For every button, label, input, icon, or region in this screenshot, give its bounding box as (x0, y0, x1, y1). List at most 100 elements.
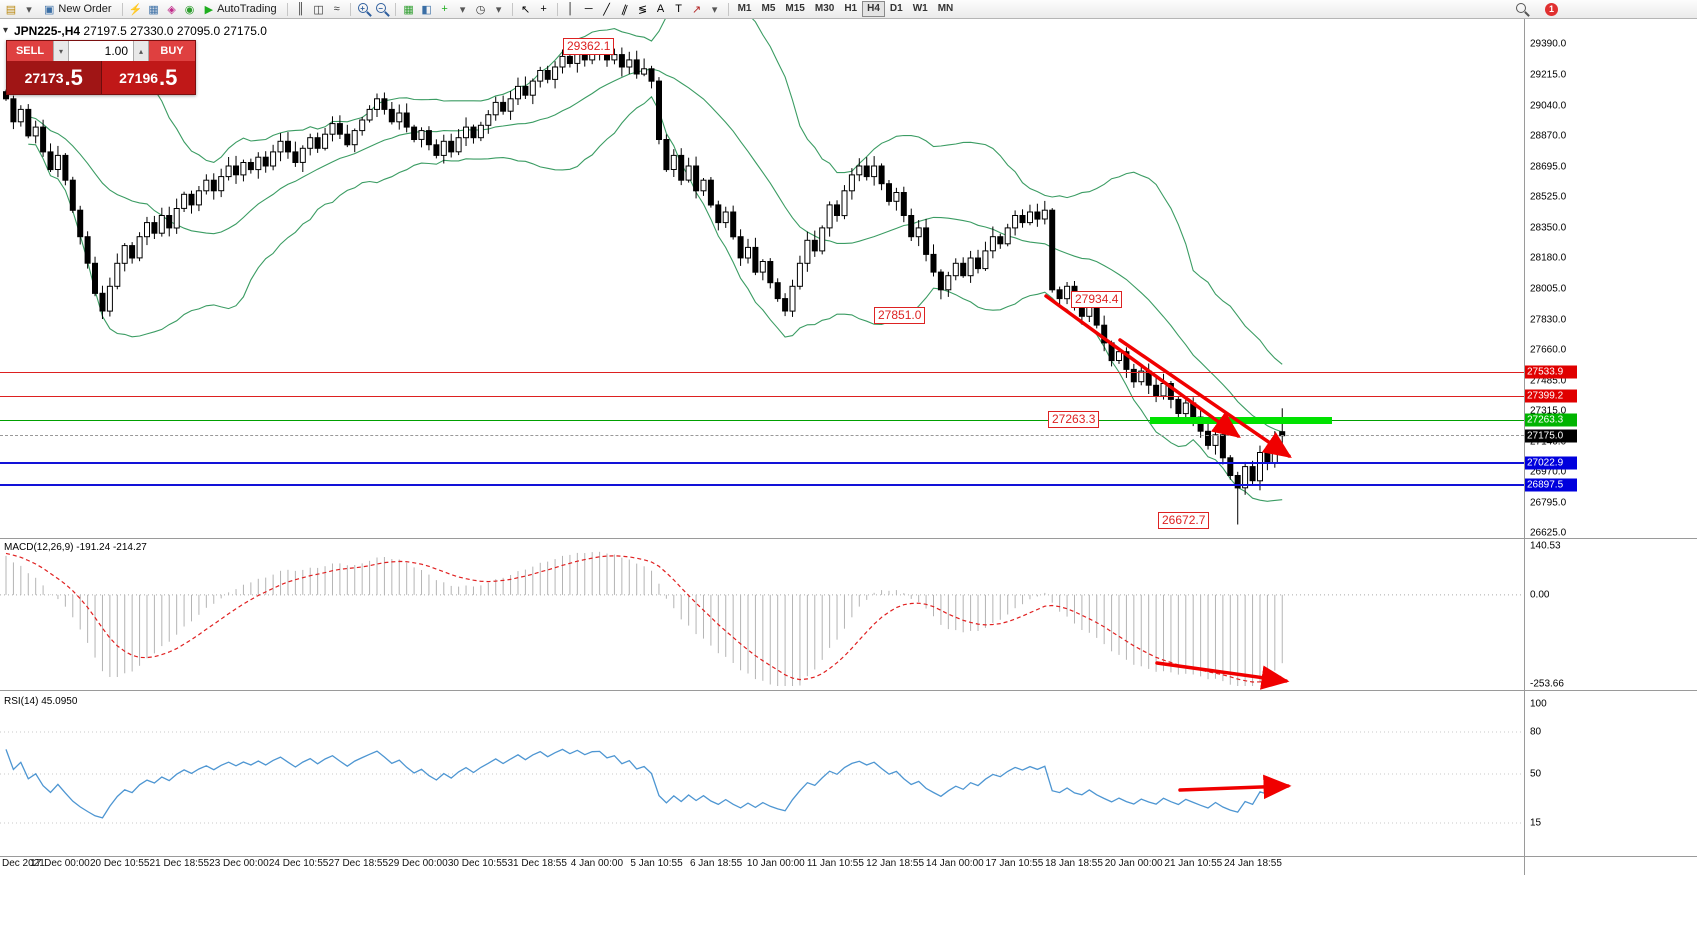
time-axis-label: 21 Jan 10:55 (1164, 858, 1223, 869)
horizontal-level-line[interactable] (0, 395, 1524, 397)
periods-caret-icon[interactable]: ▾ (495, 3, 502, 16)
time-axis-label: 24 Dec 10:55 (268, 858, 329, 869)
periods-icon[interactable]: ◷ (475, 3, 486, 16)
trend-arrow[interactable] (1178, 774, 1292, 800)
volume-input[interactable]: 1.00 (69, 41, 133, 61)
new-chart-icon[interactable]: ▤ (5, 3, 17, 16)
vertical-line-icon[interactable]: │ (567, 3, 575, 15)
time-axis-label: 14 Jan 00:00 (925, 858, 984, 869)
time-axis-label: 17 Jan 10:55 (985, 858, 1044, 869)
horizontal-level-line[interactable] (0, 435, 1524, 437)
price-axis-label: 28005.0 (1530, 283, 1567, 295)
price-axis-separator (1524, 18, 1525, 875)
text-icon[interactable]: A (656, 3, 665, 15)
trend-arrow[interactable] (1155, 661, 1290, 690)
arrows-icon[interactable]: ↗ (691, 3, 702, 16)
price-axis-label: 29040.0 (1530, 100, 1567, 112)
timeframe-d1[interactable]: D1 (889, 3, 903, 14)
rsi-axis-label: 100 (1530, 698, 1547, 710)
macd-signal-line (5, 552, 1283, 683)
indicators-caret-icon[interactable]: ▾ (459, 3, 466, 16)
timeframe-mn[interactable]: MN (937, 3, 954, 14)
fibonacci-icon[interactable]: ≶ (637, 3, 648, 16)
bar-chart-icon[interactable]: ║ (296, 3, 305, 15)
data-window-icon[interactable]: ▦ (148, 3, 159, 16)
market-watch-icon[interactable]: ⚡ (128, 3, 143, 16)
price-axis-label: 29390.0 (1530, 38, 1567, 50)
panel-divider[interactable] (0, 690, 1697, 691)
panel-divider[interactable] (0, 538, 1697, 539)
tile-windows-icon[interactable]: ▦ (403, 3, 414, 16)
trendline-icon[interactable]: ╱ (603, 3, 610, 16)
time-axis-label: 21 Dec 18:55 (149, 858, 210, 869)
horizontal-level-line[interactable] (0, 461, 1524, 464)
timeframe-m30[interactable]: M30 (814, 3, 835, 14)
autotrading-label: AutoTrading (217, 3, 277, 15)
horizontal-level-line[interactable] (0, 419, 1524, 421)
new-chart-caret-icon[interactable]: ▾ (26, 3, 32, 16)
search-icon[interactable] (1514, 1, 1530, 17)
line-chart-icon[interactable]: ≈ (333, 3, 340, 15)
bid-price-main: 27173 (24, 69, 64, 86)
price-tag: 27399.2 (1525, 389, 1577, 403)
new-order-label: New Order (58, 3, 112, 15)
navigator-icon[interactable]: ◈ (167, 3, 176, 16)
price-callout[interactable]: 27851.0 (874, 307, 926, 324)
macd-panel-canvas[interactable] (0, 540, 1524, 690)
text-label-icon[interactable]: T (675, 3, 682, 15)
cursor-icon[interactable]: ↖ (520, 3, 531, 16)
one-click-trading-panel: SELL ▾ 1.00 ▴ BUY 27173 .5 27196 .5 (6, 40, 196, 95)
objects-caret-icon[interactable]: ▾ (711, 3, 718, 16)
crosshair-icon[interactable]: + (540, 3, 547, 15)
timeframe-m1[interactable]: M1 (737, 3, 752, 14)
price-callout[interactable]: 26672.7 (1158, 512, 1210, 529)
timeframe-h4[interactable]: H4 (862, 1, 885, 17)
price-axis-label: 27315.0 (1530, 405, 1567, 417)
autotrading-play-icon: ▶ (204, 3, 214, 16)
zoom-in-icon[interactable]: + (356, 1, 372, 17)
timeframe-m15[interactable]: M15 (785, 3, 805, 14)
one-click-collapse-icon[interactable]: ▾ (3, 25, 9, 36)
price-tag: 27533.9 (1525, 365, 1577, 379)
ask-price[interactable]: 27196 .5 (101, 61, 195, 94)
zoom-out-icon[interactable]: − (374, 1, 390, 17)
toolbar-items: ▤ ▾ ▣ New Order ⚡ ▦ ◈ ◉ ▶ AutoTrading ║ ◫ ≈ + − ▦ ◧ + ▾ ◷ ▾ ↖… (0, 0, 958, 18)
timeframe-h1[interactable]: H1 (844, 3, 858, 14)
panel-divider[interactable] (0, 856, 1697, 857)
price-callout[interactable]: 29362.1 (563, 38, 615, 55)
volume-up-button[interactable]: ▴ (133, 41, 149, 61)
time-axis-label: 20 Jan 00:00 (1104, 858, 1163, 869)
price-axis-label: 27830.0 (1530, 314, 1567, 326)
candlestick-chart-icon[interactable]: ◫ (313, 3, 324, 16)
price-axis-label: 27660.0 (1530, 344, 1567, 356)
price-callout[interactable]: 27934.4 (1071, 291, 1123, 308)
indicators-icon[interactable]: + (441, 3, 448, 15)
new-order-button[interactable]: ▣ New Order (38, 1, 118, 17)
terminal-icon[interactable]: ◉ (184, 3, 195, 16)
timeframe-m5[interactable]: M5 (761, 3, 776, 14)
toolbar-separator (727, 2, 729, 16)
price-axis-label: 28180.0 (1530, 252, 1567, 264)
horizontal-line-icon[interactable]: ─ (584, 3, 593, 15)
rsi-panel-canvas[interactable] (0, 692, 1524, 856)
toolbar-separator (511, 2, 513, 16)
volume-down-button[interactable]: ▾ (53, 41, 69, 61)
support-zone-segment[interactable] (1150, 416, 1332, 424)
horizontal-level-line[interactable] (0, 483, 1524, 486)
notification-badge[interactable]: 1 (1545, 2, 1558, 16)
sell-button[interactable]: SELL (7, 41, 53, 61)
channel-icon[interactable]: ∥ (619, 2, 630, 17)
bid-price[interactable]: 27173 .5 (7, 61, 102, 94)
time-axis-label: 24 Jan 18:55 (1224, 858, 1282, 869)
autotrading-button[interactable]: ▶ AutoTrading (199, 1, 283, 17)
price-chart-canvas[interactable] (0, 18, 1524, 538)
timeframe-w1[interactable]: W1 (912, 3, 928, 14)
horizontal-level-line[interactable] (0, 371, 1524, 373)
price-axis-label: 28350.0 (1530, 222, 1567, 234)
price-callout[interactable]: 27263.3 (1048, 411, 1100, 428)
arrange-windows-icon[interactable]: ◧ (421, 3, 432, 16)
buy-button[interactable]: BUY (149, 41, 195, 61)
toolbar-right: 1 (1513, 1, 1558, 17)
rsi-axis-label: 15 (1530, 817, 1542, 829)
